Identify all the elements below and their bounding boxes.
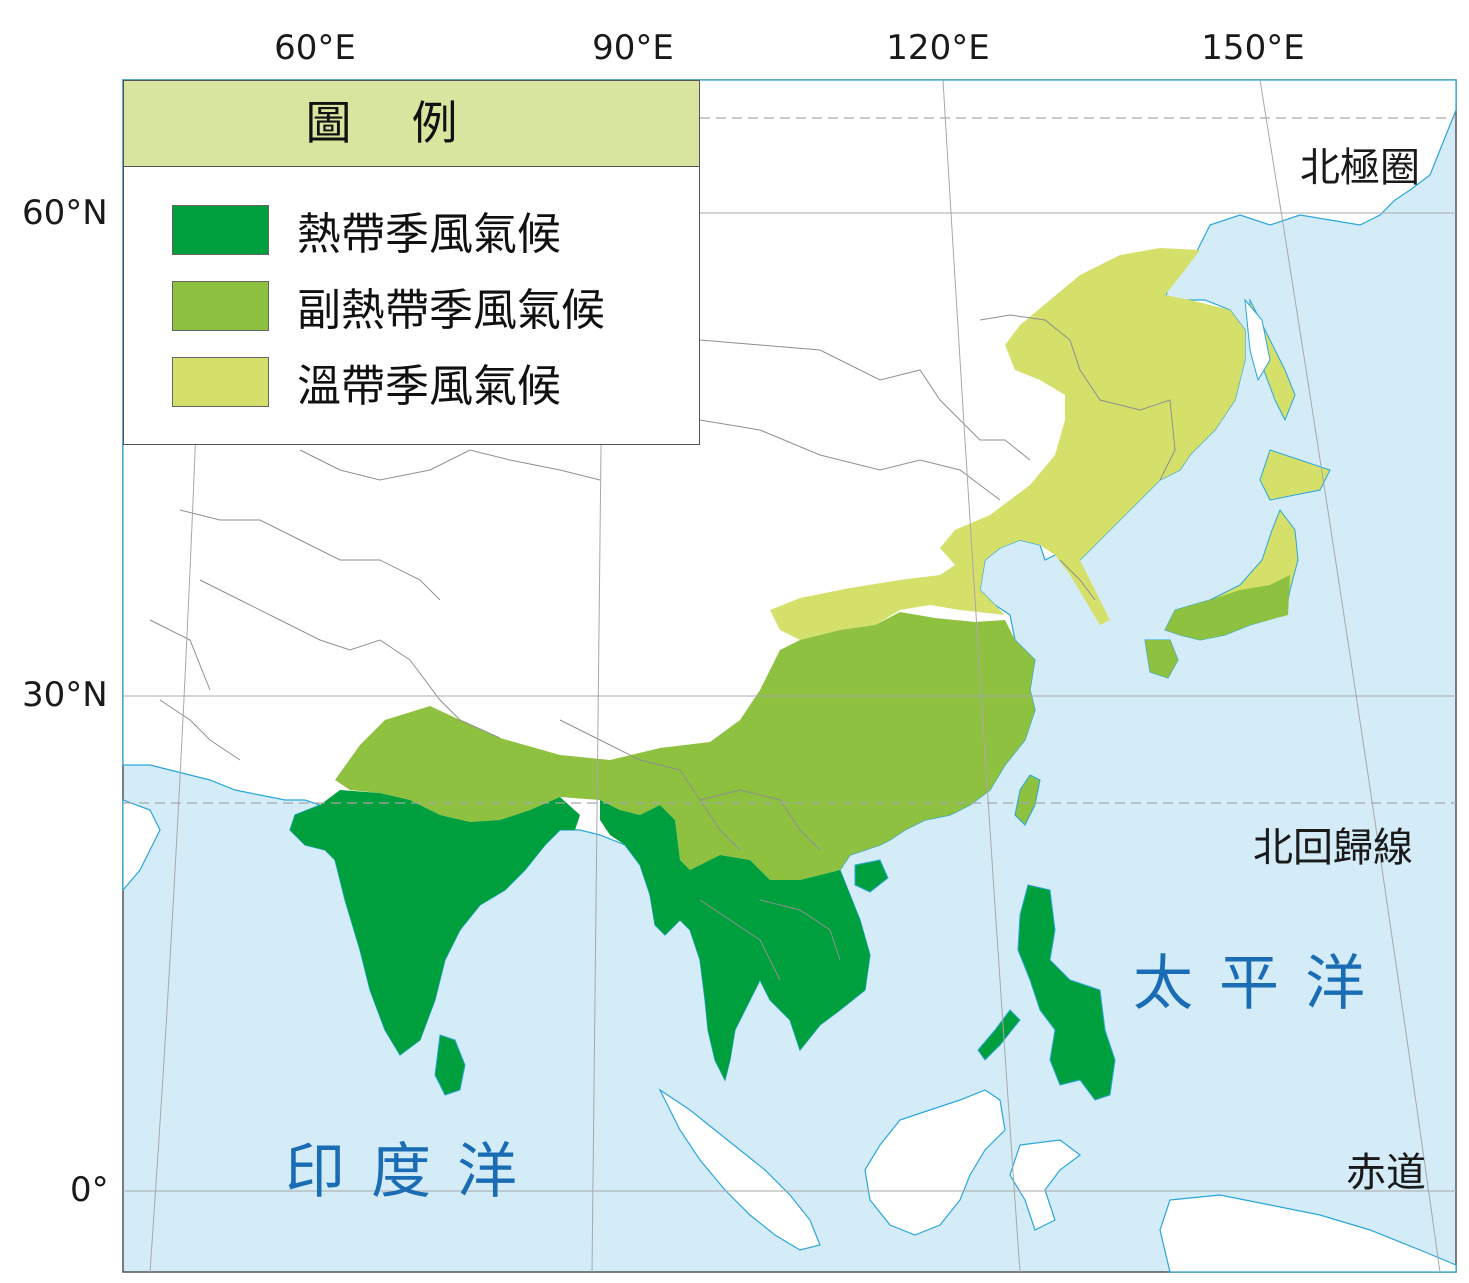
legend-label-temperate: 溫帶季風氣候 <box>297 361 561 412</box>
legend: 圖例 熱帶季風氣候 副熱帶季風氣候 溫帶季風氣候 <box>123 80 700 445</box>
lat-tick-60n: 60°N <box>22 193 108 233</box>
zone-temperate <box>770 248 1245 640</box>
legend-swatch-temperate <box>172 357 269 407</box>
legend-item-tropical: 熱帶季風氣候 <box>172 204 561 260</box>
land-sumatra <box>658 1088 821 1251</box>
legend-label-subtropical: 副熱帶季風氣候 <box>297 285 605 336</box>
land-philippines <box>977 884 1116 1101</box>
tropic-of-cancer-label: 北回歸線 <box>1253 825 1413 871</box>
lon-tick-90e: 90°E <box>592 28 674 68</box>
indian-ocean-label: 印度洋 <box>285 1137 543 1207</box>
arctic-circle-label: 北極圈 <box>1300 145 1420 191</box>
legend-title: 圖例 <box>124 81 699 167</box>
land-hainan <box>854 859 889 893</box>
land-new-guinea <box>1159 1194 1457 1273</box>
zone-tropical-india <box>290 790 580 1055</box>
equator-label: 赤道 <box>1346 1150 1426 1196</box>
lon-tick-60e: 60°E <box>274 28 356 68</box>
legend-item-subtropical: 副熱帶季風氣候 <box>172 280 605 336</box>
land-borneo <box>864 1089 1006 1236</box>
land-sri-lanka <box>434 1034 466 1096</box>
land-taiwan <box>1014 774 1041 826</box>
land-sulawesi <box>1009 1139 1081 1231</box>
legend-swatch-tropical <box>172 205 269 255</box>
legend-label-tropical: 熱帶季風氣候 <box>297 209 561 260</box>
land-sakhalin <box>1244 298 1271 382</box>
land-arabia <box>122 799 161 892</box>
lon-tick-150e: 150°E <box>1201 28 1305 68</box>
lat-tick-30n: 30°N <box>22 675 108 715</box>
japan-subtropical <box>1145 575 1290 678</box>
country-borders <box>149 314 1176 981</box>
legend-swatch-subtropical <box>172 281 269 331</box>
zone-tropical-indochina <box>600 800 870 1080</box>
legend-item-temperate: 溫帶季風氣候 <box>172 356 561 412</box>
zone-subtropical <box>335 612 1035 880</box>
lat-tick-0: 0° <box>70 1170 109 1210</box>
pacific-ocean-label: 太平洋 <box>1133 949 1391 1019</box>
lon-tick-120e: 120°E <box>886 28 990 68</box>
